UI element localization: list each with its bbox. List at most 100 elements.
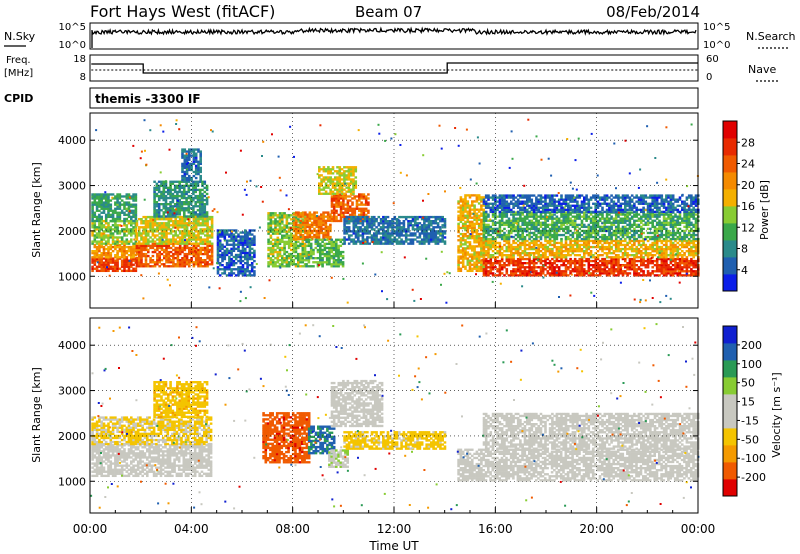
power-cell-9 <box>290 257 293 260</box>
power-cell-10 <box>304 227 307 231</box>
power-cell-5 <box>174 234 177 237</box>
power-cell-16 <box>500 264 504 267</box>
power-cell-8 <box>250 257 254 261</box>
power-cell-17 <box>491 256 495 259</box>
power-cell-16 <box>482 257 486 261</box>
power-cell-2 <box>120 238 124 241</box>
power-cell-17 <box>610 252 613 255</box>
power-cell-11 <box>332 242 336 246</box>
power-cell-6 <box>169 215 172 218</box>
power-cell-12 <box>353 211 357 214</box>
power-cell-17 <box>560 250 563 253</box>
power-cell-8 <box>253 266 256 269</box>
power-cell-10 <box>324 221 328 224</box>
power-cell-15 <box>468 245 472 248</box>
power-cell-0 <box>93 259 97 262</box>
power-cell-8 <box>248 239 252 242</box>
power-cell-17 <box>580 243 584 247</box>
power-cell-4 <box>165 248 168 252</box>
power-cell-5 <box>181 218 184 221</box>
power-cell-14 <box>441 215 444 219</box>
power-cell-16 <box>603 262 607 265</box>
power-cell-8 <box>244 257 247 261</box>
power-cell-15 <box>464 267 467 270</box>
power-cell-2 <box>107 238 110 241</box>
power-cell-8 <box>216 235 220 238</box>
power-cell-2 <box>114 226 117 229</box>
power-cell-9 <box>290 238 293 241</box>
power-cell-2 <box>116 242 119 245</box>
power-cell-14 <box>352 230 356 233</box>
power-cell-17 <box>571 243 575 247</box>
power-cell-13 <box>322 176 326 179</box>
power-cell-0 <box>116 265 119 268</box>
power-cell-1 <box>107 254 110 257</box>
power-cell-16 <box>676 274 680 277</box>
power-cell-16 <box>612 274 616 277</box>
power-cell-8 <box>237 233 240 236</box>
power-cell-17 <box>521 239 524 243</box>
power-cell-6 <box>164 196 168 200</box>
power-cell-0 <box>98 269 101 273</box>
power-cell-16 <box>617 270 620 273</box>
power-cell-8 <box>248 255 252 259</box>
power-cell-11 <box>305 265 308 268</box>
power-cell-14 <box>411 215 415 219</box>
power-cell-1 <box>100 254 103 257</box>
power-cell-10 <box>306 219 309 222</box>
power-cell-5 <box>172 240 175 243</box>
power-cell-17 <box>516 243 520 247</box>
power-cell-15 <box>480 232 483 236</box>
power-cell-2 <box>95 240 99 243</box>
power-cell-0 <box>98 261 101 264</box>
power-cell-17 <box>505 256 509 259</box>
power-cell-5 <box>160 228 164 231</box>
power-cell-17 <box>562 254 566 257</box>
power-cell-17 <box>614 254 618 257</box>
power-cell-17 <box>487 256 490 259</box>
power-cell-16 <box>594 268 597 271</box>
power-cell-15 <box>477 218 481 222</box>
power-cell-6 <box>194 186 197 190</box>
power-cell-14 <box>343 238 346 241</box>
power-cell-9 <box>267 261 270 264</box>
power-cell-15 <box>464 265 467 268</box>
power-cell-11 <box>330 257 333 260</box>
power-cell-14 <box>427 242 431 245</box>
power-cell-1 <box>95 256 99 259</box>
power-cell-9 <box>283 261 286 264</box>
power-cell-17 <box>564 239 568 243</box>
power-cell-6 <box>153 190 156 194</box>
power-cell-8 <box>241 235 245 238</box>
power-cell-3 <box>109 205 113 208</box>
power-cell-6 <box>192 198 195 202</box>
power-cell-4 <box>185 257 189 260</box>
power-cell-16 <box>589 272 593 275</box>
power-cell-4 <box>140 265 143 268</box>
power-cell-14 <box>427 228 431 231</box>
power-cell-11 <box>328 248 331 252</box>
power-cell-13 <box>329 188 332 191</box>
power-cell-1 <box>123 243 126 247</box>
power-cell-13 <box>352 184 355 187</box>
power-cell-14 <box>379 242 383 245</box>
power-cell-16 <box>585 270 588 273</box>
power-cell-2 <box>102 236 106 239</box>
power-cell-16 <box>487 274 490 277</box>
power-cell-14 <box>420 232 424 235</box>
power-cell-15 <box>464 194 467 197</box>
power-cell-9 <box>292 244 295 248</box>
power-cell-6 <box>189 211 193 214</box>
power-cell-8 <box>241 241 245 244</box>
power-cell-6 <box>180 186 184 190</box>
power-cell-15 <box>482 263 485 266</box>
power-cell-17 <box>532 254 536 257</box>
power-cell-10 <box>292 227 296 231</box>
power-cell-12 <box>351 197 354 200</box>
power-cell-16 <box>516 268 520 271</box>
power-cell-14 <box>418 240 422 243</box>
power-cell-13 <box>320 180 323 183</box>
power-cell-14 <box>423 222 426 225</box>
power-cell-6 <box>155 211 159 214</box>
power-cell-8 <box>218 274 222 277</box>
